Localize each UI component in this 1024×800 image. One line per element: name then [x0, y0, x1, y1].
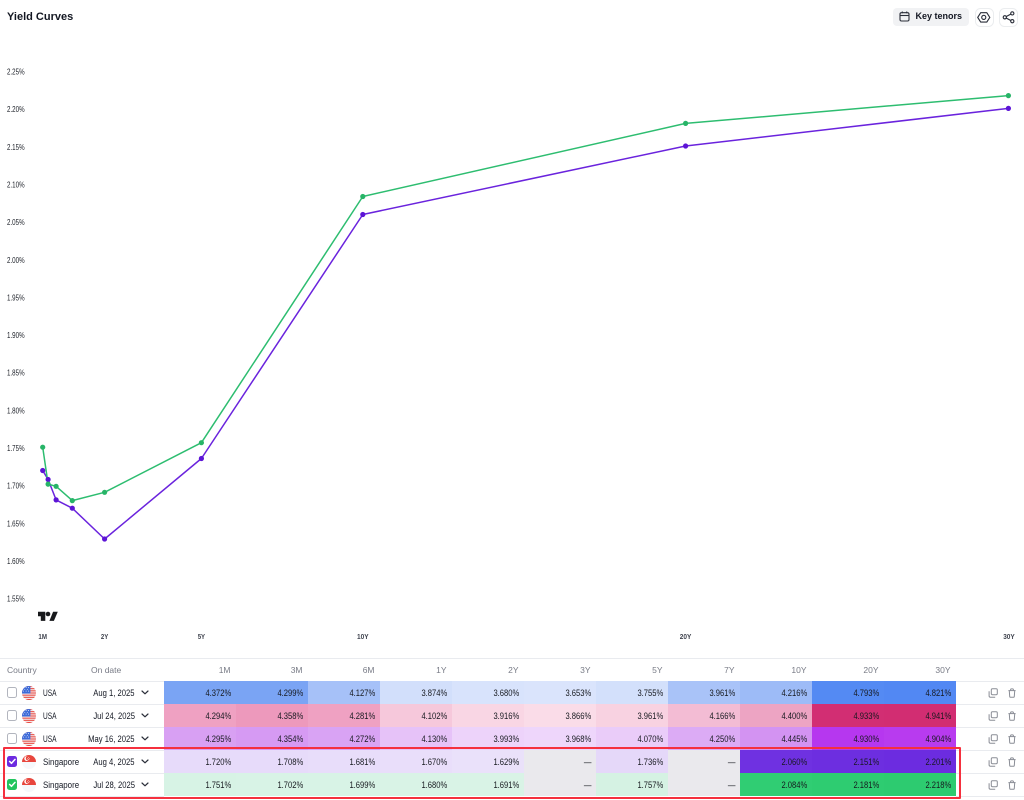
svg-text:1.95%: 1.95%	[7, 293, 25, 303]
svg-text:2.25%: 2.25%	[7, 67, 25, 77]
svg-text:10Y: 10Y	[357, 632, 369, 641]
svg-text:1.70%: 1.70%	[7, 481, 25, 491]
svg-text:1.80%: 1.80%	[7, 405, 25, 415]
svg-text:5Y: 5Y	[198, 632, 205, 641]
svg-text:1.55%: 1.55%	[7, 594, 25, 604]
svg-text:2Y: 2Y	[101, 632, 108, 641]
svg-text:1.75%: 1.75%	[7, 443, 25, 453]
svg-text:2.05%: 2.05%	[7, 217, 25, 227]
svg-text:2.15%: 2.15%	[7, 142, 25, 152]
svg-text:30Y: 30Y	[1003, 632, 1015, 641]
svg-text:1M: 1M	[38, 632, 47, 641]
svg-text:1.90%: 1.90%	[7, 330, 25, 340]
svg-text:20Y: 20Y	[680, 632, 692, 641]
svg-text:2.10%: 2.10%	[7, 180, 25, 190]
svg-text:1.65%: 1.65%	[7, 518, 25, 528]
svg-text:2.00%: 2.00%	[7, 255, 25, 265]
svg-text:1.85%: 1.85%	[7, 368, 25, 378]
svg-text:1.60%: 1.60%	[7, 556, 25, 566]
svg-text:2.20%: 2.20%	[7, 104, 25, 114]
